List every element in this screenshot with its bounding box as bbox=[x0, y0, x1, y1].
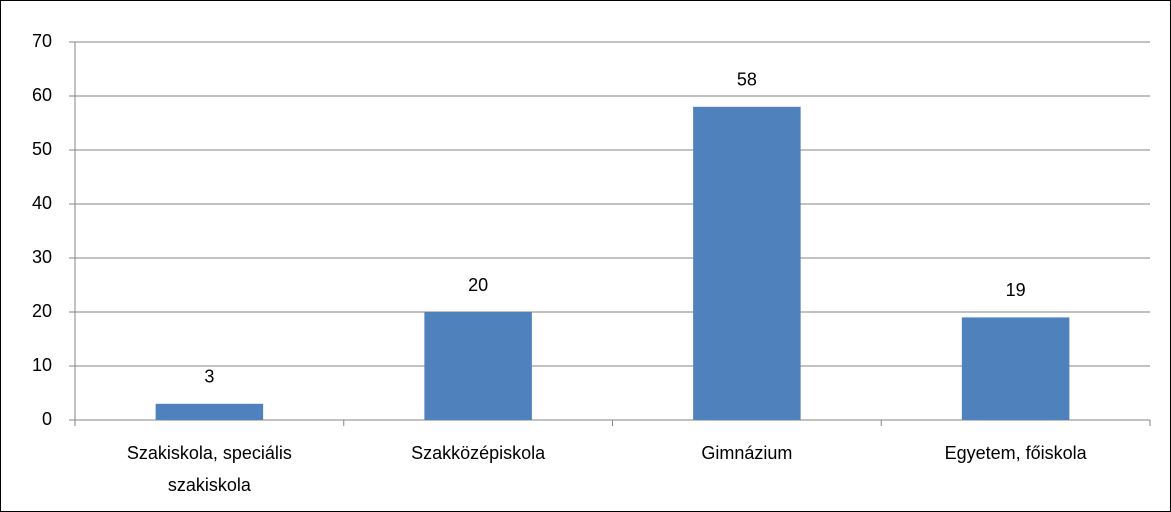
data-label: 3 bbox=[204, 367, 214, 387]
x-tick-label: Gimnázium bbox=[701, 443, 793, 463]
bar bbox=[424, 312, 532, 420]
y-tick-label: 70 bbox=[32, 31, 52, 51]
data-label: 58 bbox=[737, 70, 757, 90]
bar bbox=[693, 106, 801, 421]
y-tick-label: 50 bbox=[32, 139, 52, 159]
y-tick-label: 0 bbox=[42, 409, 52, 429]
y-tick-label: 20 bbox=[32, 301, 52, 321]
data-label: 19 bbox=[1006, 280, 1026, 300]
x-tick-label: Szakiskola, speciális szakiskola bbox=[126, 443, 292, 495]
x-tick-label: Egyetem, főiskola bbox=[944, 443, 1087, 463]
bar bbox=[155, 403, 264, 420]
y-tick-label: 10 bbox=[32, 355, 52, 375]
y-tick-label: 30 bbox=[32, 247, 52, 267]
data-label: 20 bbox=[468, 275, 488, 295]
y-tick-label: 40 bbox=[32, 193, 52, 213]
bar bbox=[961, 317, 1070, 420]
x-tick-label: Szakközépiskola bbox=[411, 443, 546, 463]
y-tick-label: 60 bbox=[32, 85, 52, 105]
